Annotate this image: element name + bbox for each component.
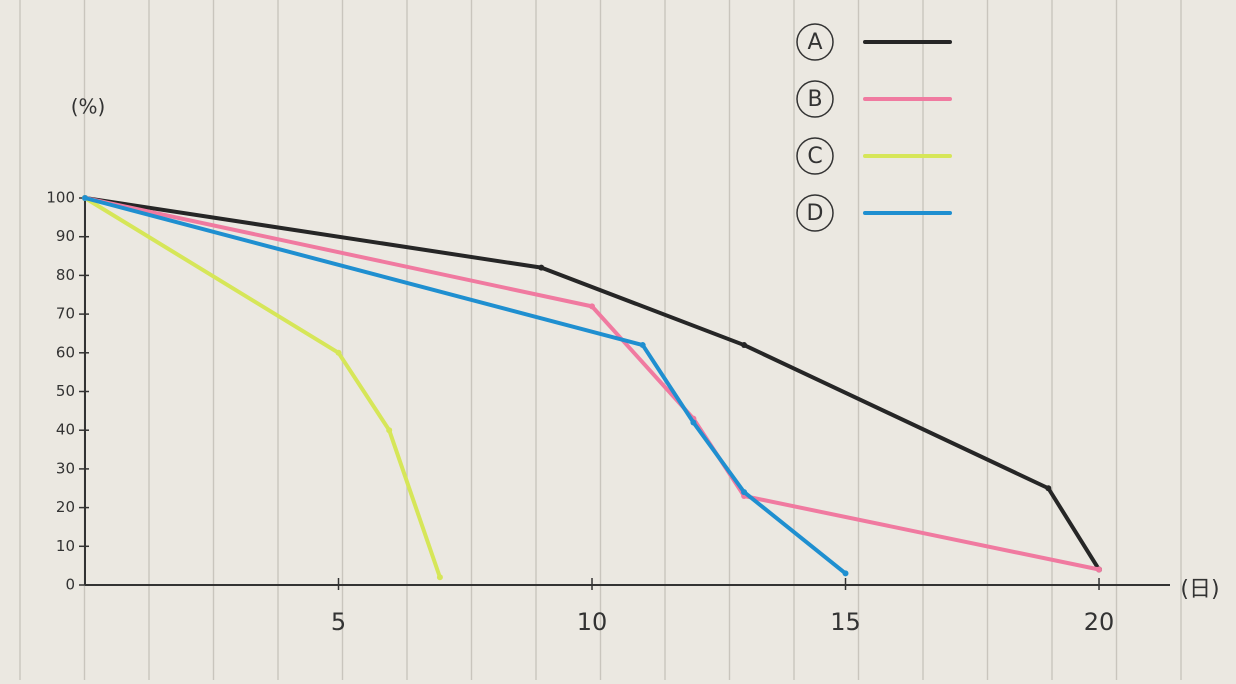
x-tick-label: 5 [331, 608, 346, 636]
x-axis-label: (日) [1180, 577, 1219, 602]
legend-label: D [807, 201, 824, 226]
notebook-paper [20, 0, 1181, 680]
y-tick-label: 0 [65, 576, 75, 594]
y-axis-label: (%) [71, 95, 106, 119]
data-point [538, 265, 544, 271]
data-point [82, 195, 88, 201]
data-point [640, 342, 646, 348]
y-tick-label: 50 [56, 382, 75, 400]
y-tick-label: 10 [56, 537, 75, 555]
data-point [1045, 485, 1051, 491]
y-tick-label: 30 [56, 459, 75, 477]
x-tick-label: 15 [830, 608, 861, 636]
y-tick-label: 70 [56, 305, 75, 323]
y-tick-label: 40 [56, 421, 75, 439]
data-point [589, 303, 595, 309]
x-tick-label: 10 [577, 608, 608, 636]
y-tick-label: 60 [56, 343, 75, 361]
data-point [690, 419, 696, 425]
legend-label: A [807, 30, 822, 55]
chart: (%) (日) 0 10 20 30 40 50 60 70 80 90 100 5 10 15 20 A B C… [0, 0, 1236, 680]
data-point [437, 574, 443, 580]
y-tick-label: 20 [56, 498, 75, 516]
legend-label: B [807, 87, 822, 112]
data-point [741, 489, 747, 495]
series-line [85, 198, 440, 577]
series-line [85, 198, 1099, 570]
data-point [1096, 567, 1102, 573]
data-point [336, 350, 342, 356]
y-tick-label: 90 [56, 227, 75, 245]
legend-label: C [807, 144, 822, 169]
data-point [386, 427, 392, 433]
series-line [85, 198, 1099, 570]
data-point [843, 570, 849, 576]
y-tick-label: 80 [56, 266, 75, 284]
y-tick-label: 100 [46, 189, 75, 207]
x-tick-label: 20 [1084, 608, 1115, 636]
data-point [741, 342, 747, 348]
